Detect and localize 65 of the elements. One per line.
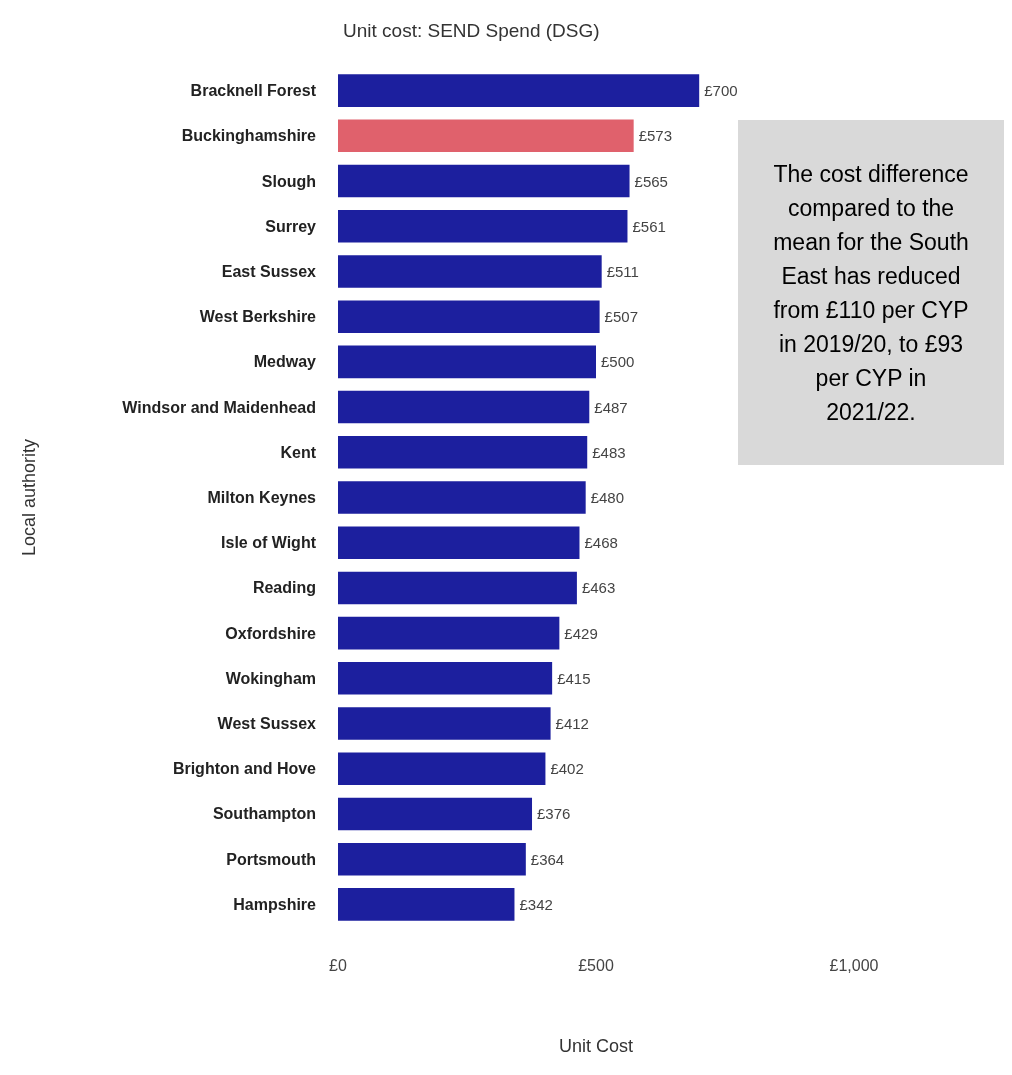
bar bbox=[338, 662, 553, 695]
note-box: The cost difference compared to the mean for the South East has reduced from £110 per CYP in 2019/20, to £93 per CYP in 2021/22. bbox=[738, 120, 1004, 465]
y-tick-label: Portsmouth bbox=[226, 850, 316, 868]
data-label: £511 bbox=[606, 262, 639, 280]
bar bbox=[338, 164, 630, 198]
y-tick-label: Brighton and Hove bbox=[172, 760, 317, 778]
data-label: £483 bbox=[592, 443, 626, 461]
bar bbox=[338, 209, 628, 243]
y-tick-label: Slough bbox=[261, 172, 316, 190]
data-label: £429 bbox=[564, 624, 598, 642]
data-label: £700 bbox=[704, 82, 738, 100]
bar bbox=[338, 345, 596, 379]
bar bbox=[338, 74, 700, 107]
bar bbox=[338, 888, 515, 921]
y-tick-label: Medway bbox=[253, 353, 317, 371]
bar bbox=[338, 616, 560, 650]
bar bbox=[338, 571, 577, 605]
y-tick-label: West Berkshire bbox=[199, 308, 317, 326]
y-tick-label: West Sussex bbox=[217, 715, 317, 733]
y-tick-label: Milton Keynes bbox=[207, 489, 317, 506]
bar bbox=[338, 481, 586, 514]
y-tick-label: Oxfordshire bbox=[225, 624, 317, 642]
bar bbox=[338, 526, 580, 559]
bar bbox=[338, 300, 600, 333]
data-label: £415 bbox=[557, 669, 591, 687]
data-label: £565 bbox=[634, 172, 668, 190]
y-tick-label: Surrey bbox=[265, 217, 317, 235]
bar bbox=[338, 842, 526, 876]
bar bbox=[338, 797, 533, 831]
y-tick-label: Isle of Wight bbox=[221, 534, 317, 552]
annotation: The cost difference compared to the mean for the South East has reduced from £110 per CYP in 2019/20, to £93 per CYP in 2021/22. bbox=[772, 159, 970, 427]
data-label: £364 bbox=[530, 850, 565, 868]
x-tick-label: £500 bbox=[578, 956, 614, 974]
y-tick-label: Southampton bbox=[212, 805, 316, 823]
y-tick-label: East Sussex bbox=[221, 262, 317, 280]
data-label: £500 bbox=[601, 353, 635, 371]
y-tick-label: Bracknell Forest bbox=[190, 82, 317, 100]
y-tick-label: Hampshire bbox=[233, 895, 317, 913]
y-axis-title: Local authority bbox=[19, 438, 39, 557]
bar bbox=[338, 752, 546, 786]
bar bbox=[338, 390, 590, 424]
y-tick-label: Kent bbox=[280, 443, 317, 461]
y-tick-label: Buckinghamshire bbox=[181, 127, 317, 145]
data-label: £463 bbox=[581, 579, 616, 597]
data-label: £468 bbox=[584, 534, 618, 552]
y-tick-label: Windsor and Maidenhead bbox=[122, 398, 316, 416]
data-label: £376 bbox=[537, 805, 571, 823]
y-tick-label: Reading bbox=[252, 579, 316, 597]
data-label: £487 bbox=[594, 398, 628, 416]
data-label: £573 bbox=[638, 127, 673, 145]
data-label: £342 bbox=[519, 895, 553, 913]
x-axis-title: Unit Cost bbox=[558, 1036, 634, 1056]
bar bbox=[338, 119, 634, 153]
bar bbox=[338, 436, 588, 469]
chart-title: Unit cost: SEND Spend (DSG) bbox=[343, 20, 600, 41]
bar bbox=[338, 707, 551, 740]
data-label: £507 bbox=[604, 308, 638, 326]
x-tick-label: £1,000 bbox=[829, 956, 879, 974]
x-tick-label: £0 bbox=[329, 956, 347, 974]
bar bbox=[338, 255, 602, 288]
y-tick-label: Wokingham bbox=[225, 669, 316, 687]
data-label: £561 bbox=[632, 217, 666, 235]
data-label: £480 bbox=[590, 489, 625, 506]
data-label: £412 bbox=[555, 715, 589, 733]
data-label: £402 bbox=[550, 760, 584, 778]
